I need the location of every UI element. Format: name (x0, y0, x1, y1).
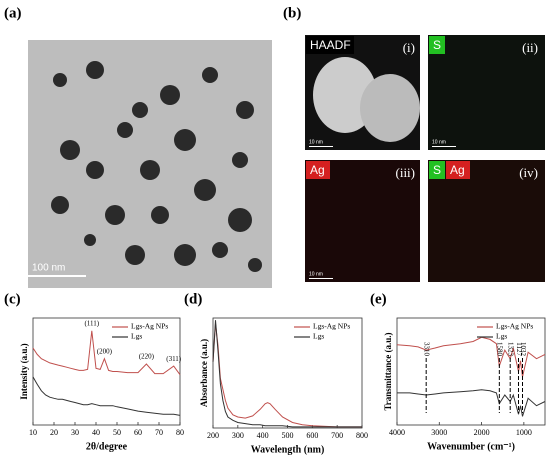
x-tick-label: 3000 (431, 428, 447, 437)
scale-bar-label: 100 nm (32, 263, 65, 274)
series-line (396, 336, 546, 378)
series-line (212, 320, 362, 428)
annotation: (200) (97, 347, 113, 355)
plot-frame (396, 317, 546, 426)
map-index: (i) (403, 40, 415, 55)
map-ii (428, 35, 545, 150)
x-tick-label: 300 (232, 431, 244, 440)
annotation: 1580 (496, 342, 504, 357)
map-index: (iii) (396, 165, 416, 180)
annotation: 3310 (423, 342, 431, 357)
scale-bar-label: 10 nm (309, 139, 323, 145)
legend-label: Lgs-Ag NPs (313, 322, 350, 331)
x-tick-label: 400 (257, 431, 269, 440)
x-tick-label: 20 (50, 428, 58, 437)
x-tick-label: 2000 (474, 428, 490, 437)
y-axis-label: Transmittance (a.u.) (383, 332, 393, 410)
series-line (32, 330, 181, 375)
scale-bar (28, 275, 86, 277)
scale-bar (432, 146, 456, 147)
x-tick-label: 10 (29, 428, 37, 437)
map-iv (428, 160, 545, 282)
x-axis-label: Wavenumber (cm⁻¹) (427, 441, 515, 452)
map-tag: S (433, 38, 441, 52)
scale-bar (309, 278, 333, 279)
panel-label: (e) (370, 291, 387, 307)
legend-label: Lgs-Ag NPs (131, 322, 168, 331)
map-tag-bg (306, 36, 354, 54)
x-tick-label: 60 (134, 428, 142, 437)
legend-label: Lgs (131, 332, 142, 341)
haadf-particle (360, 74, 420, 142)
x-tick-label: 800 (356, 431, 368, 440)
map-tag: HAADF (310, 38, 351, 52)
legend-label: Lgs (313, 332, 324, 341)
plot-frame (32, 317, 181, 426)
y-axis-label: Intensity (a.u.) (19, 343, 29, 399)
y-axis-label: Absorbance (a.u.) (199, 339, 209, 407)
plot-frame (212, 317, 363, 429)
map-tag-bg (446, 161, 470, 179)
x-tick-label: 200 (207, 431, 219, 440)
x-tick-label: 30 (71, 428, 79, 437)
x-tick-label: 600 (306, 431, 318, 440)
panel-label: (d) (184, 291, 202, 307)
map-tag: S (433, 163, 441, 177)
x-tick-label: 4000 (389, 428, 405, 437)
series-line (397, 389, 546, 417)
x-tick-label: 80 (176, 428, 184, 437)
panel-label: (a) (4, 5, 22, 21)
panel-label: (c) (4, 291, 21, 307)
map-tag-bg (429, 36, 445, 54)
scale-bar-label: 10 nm (309, 271, 323, 277)
map-iii (305, 160, 420, 282)
panel-label: (b) (283, 5, 301, 21)
x-axis-label: 2θ/degree (86, 441, 128, 452)
map-tag-bg (429, 161, 445, 179)
scale-bar (309, 146, 333, 147)
x-tick-label: 40 (92, 428, 100, 437)
map-tag: Ag (310, 163, 325, 177)
annotation: (311) (166, 355, 182, 363)
series-line (212, 323, 362, 428)
map-tag-bg (306, 161, 330, 179)
nanoparticles (51, 61, 262, 272)
legend-label: Lgs (496, 332, 507, 341)
scale-bar-label: 10 nm (432, 139, 446, 145)
legend-label: Lgs-Ag NPs (496, 322, 533, 331)
x-tick-label: 1000 (516, 428, 532, 437)
x-tick-label: 700 (331, 431, 343, 440)
annotation: 1127 (515, 342, 523, 356)
series-line (32, 376, 181, 416)
x-tick-label: 50 (113, 428, 121, 437)
map-tag: Ag (450, 163, 465, 177)
annotation: 1323 (507, 342, 515, 357)
annotation: 1032 (519, 342, 527, 357)
map-index: (iv) (519, 165, 538, 180)
x-tick-label: 500 (282, 431, 294, 440)
map-index: (ii) (522, 40, 538, 55)
x-axis-label: Wavelength (nm) (251, 444, 325, 455)
annotation: (111) (84, 319, 99, 327)
annotation: (220) (139, 353, 155, 361)
x-tick-label: 70 (155, 428, 163, 437)
